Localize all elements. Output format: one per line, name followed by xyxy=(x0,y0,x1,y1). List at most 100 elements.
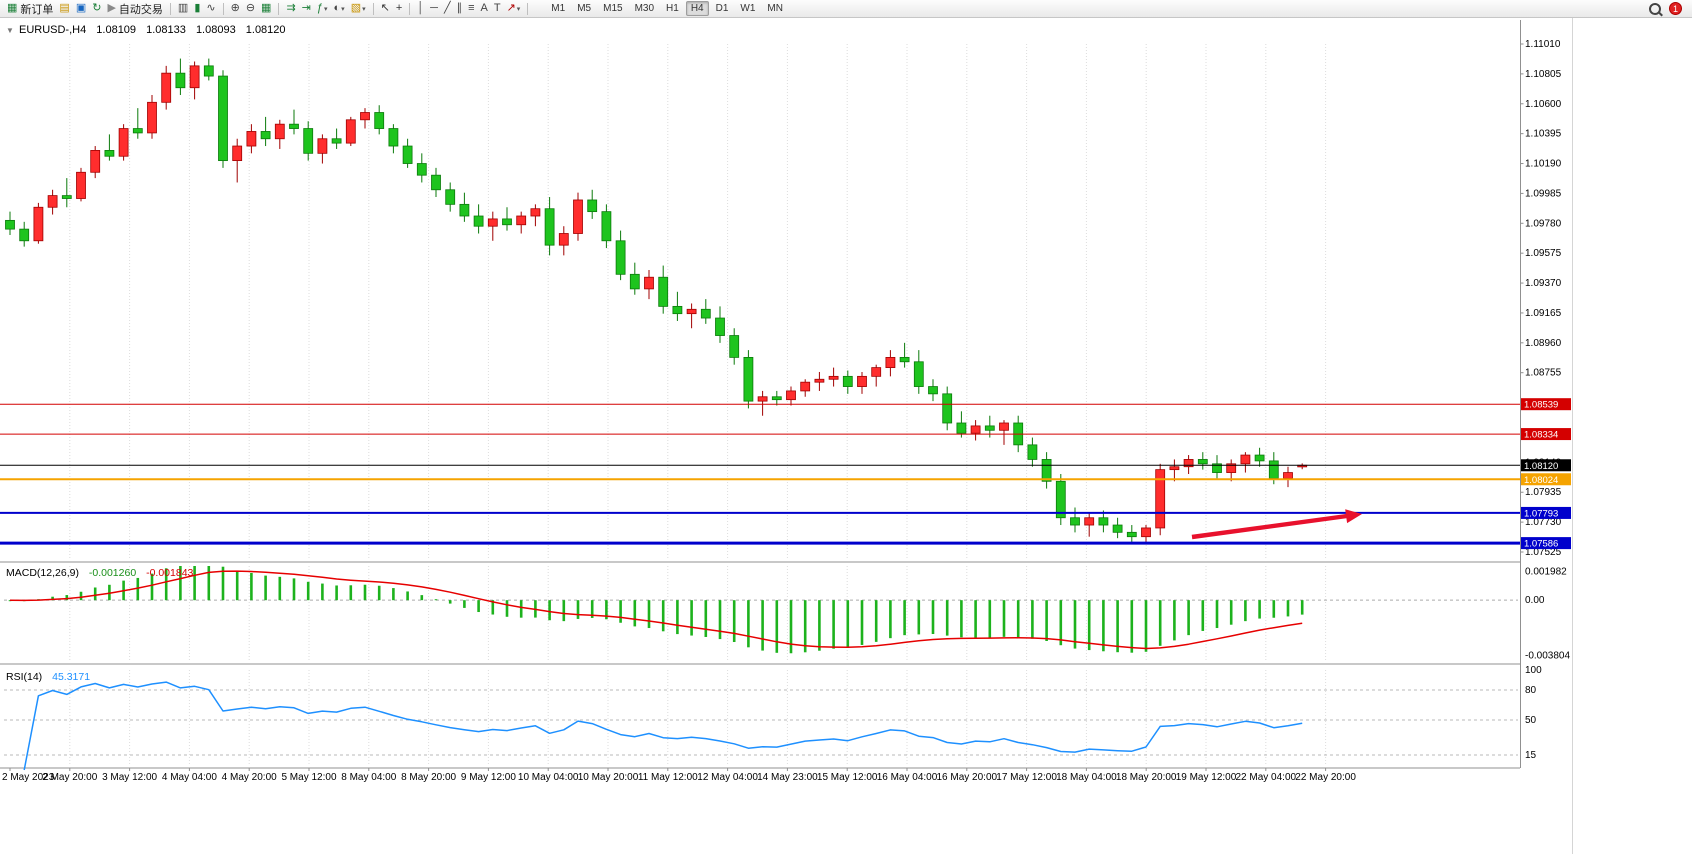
templates-icon: ▧ xyxy=(350,2,362,14)
chart-shift-button[interactable]: ⇥ xyxy=(299,1,314,17)
candle-body xyxy=(828,375,839,380)
timeframe-h1[interactable]: H1 xyxy=(666,3,679,14)
periods-button[interactable]: ◐ ▾ xyxy=(331,1,348,17)
candle-body xyxy=(871,367,882,377)
timeframe-m5[interactable]: M5 xyxy=(577,3,592,14)
market-watch-icon: ▣ xyxy=(75,2,87,14)
indicators-button[interactable]: ƒ ▾ xyxy=(314,1,331,17)
candle-body xyxy=(431,174,441,191)
toolbar-separator xyxy=(278,2,280,15)
macd-histogram-bar xyxy=(846,600,850,648)
refresh-button[interactable]: ↻ xyxy=(89,1,104,17)
cursor-button[interactable]: ↖ xyxy=(378,1,393,17)
candle-body xyxy=(76,171,86,199)
timeframe-d1[interactable]: D1 xyxy=(715,3,729,14)
candle-body xyxy=(1169,466,1180,471)
chart-window-button[interactable]: ▤ xyxy=(56,1,72,17)
candle-body xyxy=(374,112,385,129)
label-icon: T xyxy=(493,2,501,14)
fibonacci-button[interactable]: ≡ xyxy=(465,1,477,17)
svg-text:1.09780: 1.09780 xyxy=(1525,218,1562,229)
macd-histogram-bar xyxy=(903,600,906,636)
market-watch-button[interactable]: ▣ xyxy=(73,1,89,17)
macd-histogram-bar xyxy=(1045,600,1048,641)
macd-histogram-bar xyxy=(775,600,779,653)
macd-histogram-bar xyxy=(789,600,793,654)
cursor-icon: ↖ xyxy=(380,2,390,14)
svg-text:1.07793: 1.07793 xyxy=(1524,508,1558,519)
svg-text:1.09165: 1.09165 xyxy=(1525,308,1562,319)
auto-trading-button[interactable]: ▶ 自动交易 xyxy=(104,1,165,17)
timeframe-h4[interactable]: H4 xyxy=(685,1,709,16)
macd-histogram-bar xyxy=(1244,600,1247,622)
candle-body xyxy=(1027,444,1038,460)
vertical-line-button[interactable]: │ xyxy=(414,1,427,17)
macd-histogram-bar xyxy=(264,575,267,601)
svg-text:18 May 20:00: 18 May 20:00 xyxy=(1116,772,1177,783)
chart-canvas[interactable]: 100 80 50 15 0.001982 0.00 -0.003804 1.11010 1.1… xyxy=(0,18,1572,854)
candle-body xyxy=(885,357,896,369)
line-chart-icon: ∿ xyxy=(206,2,216,14)
notification-badge[interactable]: 1 xyxy=(1669,2,1682,15)
horizontal-lines[interactable] xyxy=(0,403,1520,545)
horizontal-line-button[interactable]: ─ xyxy=(427,1,441,17)
svg-text:1.08120: 1.08120 xyxy=(1524,461,1558,472)
crosshair-button[interactable]: + xyxy=(393,1,405,17)
zoom-out-button[interactable]: ⊖ xyxy=(243,1,258,17)
arrow-annotation[interactable] xyxy=(1191,509,1362,540)
candle-body xyxy=(999,422,1009,431)
macd-histogram-bar xyxy=(1073,600,1077,649)
timeframe-m15[interactable]: M15 xyxy=(603,3,623,14)
text-button[interactable]: A xyxy=(477,1,490,17)
candle-body xyxy=(842,375,853,387)
macd-histogram-bar xyxy=(321,583,324,601)
timeframe-mn[interactable]: MN xyxy=(767,3,783,14)
toolbar-right: 1 xyxy=(1649,2,1688,15)
candle-body xyxy=(672,305,683,315)
channel-button[interactable]: ∥ xyxy=(454,1,466,17)
svg-text:12 May 04:00: 12 May 04:00 xyxy=(697,772,758,783)
macd-histogram-bar xyxy=(377,585,381,601)
svg-text:15 May 12:00: 15 May 12:00 xyxy=(817,772,878,783)
rsi-scale: 100 80 50 15 xyxy=(1525,665,1542,761)
macd-histogram-bar xyxy=(562,600,566,622)
zoom-in-button[interactable]: ⊕ xyxy=(228,1,243,17)
label-button[interactable]: T xyxy=(491,1,504,17)
candle-body xyxy=(189,65,200,89)
dropdown-caret-icon: ▾ xyxy=(362,5,366,13)
price-tag xyxy=(1521,473,1571,486)
candle-body xyxy=(558,233,569,246)
macd-signal-line xyxy=(9,570,1303,650)
chart-shift-icon: ⇥ xyxy=(301,2,311,14)
new-order-button-label: 新订单 xyxy=(20,3,54,16)
bar-chart-button[interactable]: ▥ xyxy=(175,1,191,17)
svg-text:0.001982: 0.001982 xyxy=(1525,566,1567,577)
trendline-button[interactable]: ╱ xyxy=(441,1,454,17)
toolbar-separator xyxy=(409,2,411,15)
templates-button[interactable]: ▧ ▾ xyxy=(348,1,369,17)
new-order-button[interactable]: ▦ 新订单 xyxy=(4,1,56,17)
candle-body xyxy=(587,199,598,213)
line-chart-button[interactable]: ∿ xyxy=(203,1,218,17)
candle-body xyxy=(473,215,484,227)
candle-body xyxy=(487,218,498,227)
macd-histogram-bar xyxy=(179,566,182,601)
candlestick-chart-button[interactable]: ▮ xyxy=(191,1,203,17)
candle-body xyxy=(1070,517,1080,526)
macd-histogram-bar xyxy=(633,600,637,627)
one-click-trading-toggle[interactable]: ▼ xyxy=(6,26,14,35)
arrows-icon: ↗ xyxy=(506,2,516,14)
auto-scroll-button[interactable]: ⇉ xyxy=(283,1,298,17)
candle-body xyxy=(1084,517,1095,526)
tile-windows-button[interactable]: ▦ xyxy=(258,1,274,17)
macd-histogram-bar xyxy=(1272,600,1276,618)
timeframe-m1[interactable]: M1 xyxy=(551,3,566,14)
arrows-button[interactable]: ↗ ▾ xyxy=(504,1,524,17)
timeframe-m30[interactable]: M30 xyxy=(634,3,655,14)
svg-text:1.07525: 1.07525 xyxy=(1525,547,1562,558)
toolbar-separator xyxy=(372,2,374,15)
search-icon[interactable] xyxy=(1649,2,1661,15)
svg-text:10 May 04:00: 10 May 04:00 xyxy=(518,772,579,783)
timeframe-w1[interactable]: W1 xyxy=(740,3,756,14)
candle-body xyxy=(544,208,555,246)
